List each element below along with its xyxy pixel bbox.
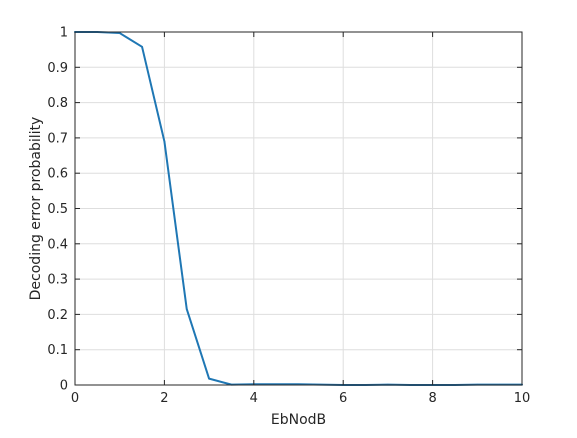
data-point xyxy=(208,377,210,380)
y-tick-label: 0.8 xyxy=(47,96,68,111)
data-point xyxy=(141,46,143,48)
y-tick-label: 0.6 xyxy=(47,167,68,182)
ticks: 0 2 4 6 8 10 0 0.1 0.2 0.3 0.4 0.5 0.6 0.7 0.8 0.9 1 xyxy=(47,26,530,407)
x-tick-label: 4 xyxy=(250,391,258,406)
x-tick-label: 0 xyxy=(71,391,79,406)
data-point xyxy=(163,140,166,143)
x-axis-label: EbNodB xyxy=(271,412,326,428)
data-point xyxy=(118,32,121,34)
y-tick-label: 1 xyxy=(60,26,68,41)
x-tick-label: 8 xyxy=(428,391,436,406)
y-tick-label: 0.5 xyxy=(47,202,68,217)
y-tick-label: 0.3 xyxy=(47,273,68,288)
data-point xyxy=(185,308,188,310)
y-tick-label: 0 xyxy=(60,379,68,394)
y-tick-label: 0.4 xyxy=(47,237,68,252)
y-tick-label: 0.9 xyxy=(47,61,68,76)
y-tick-label: 0.2 xyxy=(47,308,68,323)
x-tick-label: 2 xyxy=(160,391,168,406)
x-tick-label: 10 xyxy=(514,391,531,406)
y-tick-label: 0.1 xyxy=(47,343,68,358)
grid xyxy=(75,32,522,385)
y-axis-label: Decoding error probability xyxy=(28,117,44,301)
y-tick-label: 0.7 xyxy=(47,131,68,146)
x-tick-label: 6 xyxy=(339,391,347,406)
